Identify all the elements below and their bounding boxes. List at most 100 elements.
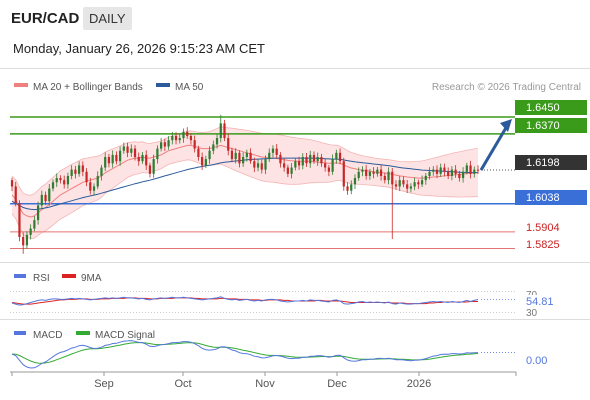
candle-body <box>174 135 178 141</box>
candle-body <box>387 171 390 181</box>
support-2-label: 1.5904 <box>526 222 560 234</box>
support-1-tag <box>515 190 587 205</box>
candle-body <box>432 169 435 172</box>
ma50-line <box>11 157 478 211</box>
candle-body <box>107 157 111 164</box>
candle-body <box>81 165 84 172</box>
candle-body <box>350 184 353 191</box>
candle-body <box>409 186 413 189</box>
x-tick-dec: Dec <box>327 378 347 390</box>
resistance-2-label: 1.6450 <box>526 102 560 114</box>
candle-body <box>324 163 327 168</box>
candle-body <box>130 148 133 153</box>
candle-body <box>70 169 73 176</box>
candle-body <box>189 135 193 141</box>
candle-body <box>223 123 226 139</box>
candle-body <box>286 167 289 174</box>
rsi-ma-legend-label: 9MA <box>81 273 102 284</box>
candle-body <box>312 154 316 162</box>
candle-body <box>279 154 282 164</box>
candle-body <box>450 169 454 176</box>
candle-body <box>473 169 476 174</box>
candle-body <box>77 165 81 174</box>
x-tick-sep: Sep <box>94 378 114 390</box>
candle-body <box>22 236 25 246</box>
candle-body <box>398 180 401 187</box>
rsi-ma-legend-swatch <box>62 274 76 278</box>
candle-body <box>119 150 122 162</box>
bollinger-upper-line <box>11 126 479 196</box>
candle-body <box>33 220 36 229</box>
candle-body <box>357 171 360 179</box>
candle-body <box>212 144 215 151</box>
candle-body <box>163 142 166 147</box>
candle-body <box>74 169 77 174</box>
chart-header: EUR/CAD DAILY <box>0 0 590 38</box>
credit-text: Research © 2026 Trading Central <box>432 82 581 93</box>
candle-body <box>260 163 263 170</box>
candle-body <box>301 157 304 166</box>
macd-signal-legend-label: MACD Signal <box>95 330 155 341</box>
candle-body <box>376 169 379 174</box>
candle-body <box>413 182 416 187</box>
separator-rsi <box>0 262 590 263</box>
rsi-line <box>11 296 479 306</box>
candle-body <box>309 154 312 164</box>
candle-body <box>379 169 383 176</box>
candle-body <box>268 152 271 160</box>
candle-body <box>346 186 349 191</box>
candle-body <box>89 182 92 191</box>
candle-body <box>320 157 323 164</box>
chart-datetime: Monday, January 26, 2026 9:15:23 AM CET <box>13 41 265 56</box>
candle-body <box>66 175 70 185</box>
candle-body <box>391 171 394 185</box>
ma50-legend-swatch <box>156 83 170 87</box>
candle-body <box>256 163 260 168</box>
candle-body <box>383 175 386 181</box>
candle-body <box>96 175 99 187</box>
candle-body <box>186 131 189 136</box>
timeframe-badge[interactable]: DAILY <box>83 7 132 30</box>
candle-body <box>25 234 29 246</box>
candle-body <box>242 157 245 164</box>
candle-body <box>85 171 88 183</box>
ma20-legend-swatch <box>14 83 28 87</box>
candle-body <box>234 152 237 160</box>
ma20-legend-label: MA 20 + Bollinger Bands <box>33 82 143 93</box>
candle-body <box>126 146 129 153</box>
candle-body <box>145 154 148 166</box>
x-tick-2026: 2026 <box>407 378 431 390</box>
candle-body <box>160 142 163 149</box>
candle-body <box>372 171 375 174</box>
candle-body <box>394 184 398 187</box>
candle-body <box>290 167 293 174</box>
candle-body <box>227 138 230 151</box>
candle-body <box>156 148 159 160</box>
candle-body <box>294 161 297 168</box>
candle-body <box>454 169 457 174</box>
candle-body <box>29 228 32 235</box>
candle-body <box>283 163 286 168</box>
candle-body <box>443 167 446 172</box>
candle-body <box>44 194 47 202</box>
candle-body <box>253 161 256 168</box>
candle-body <box>92 186 96 191</box>
candle-body <box>59 178 62 181</box>
candle-body <box>275 148 278 155</box>
candle-body <box>327 167 330 172</box>
candle-body <box>335 152 338 160</box>
candle-body <box>338 152 342 162</box>
candle-body <box>51 182 55 189</box>
candle-body <box>193 140 196 149</box>
candle-body <box>353 178 357 185</box>
x-tick-oct: Oct <box>174 378 191 390</box>
candle-body <box>55 178 58 183</box>
candle-body <box>249 152 252 162</box>
candle-body <box>171 135 174 141</box>
candle-body <box>201 157 204 166</box>
candle-body <box>365 169 368 176</box>
candle-body <box>476 169 480 171</box>
resistance-1-label: 1.6370 <box>526 120 560 132</box>
candle-body <box>316 157 319 162</box>
rsi-value-tag <box>519 295 561 307</box>
